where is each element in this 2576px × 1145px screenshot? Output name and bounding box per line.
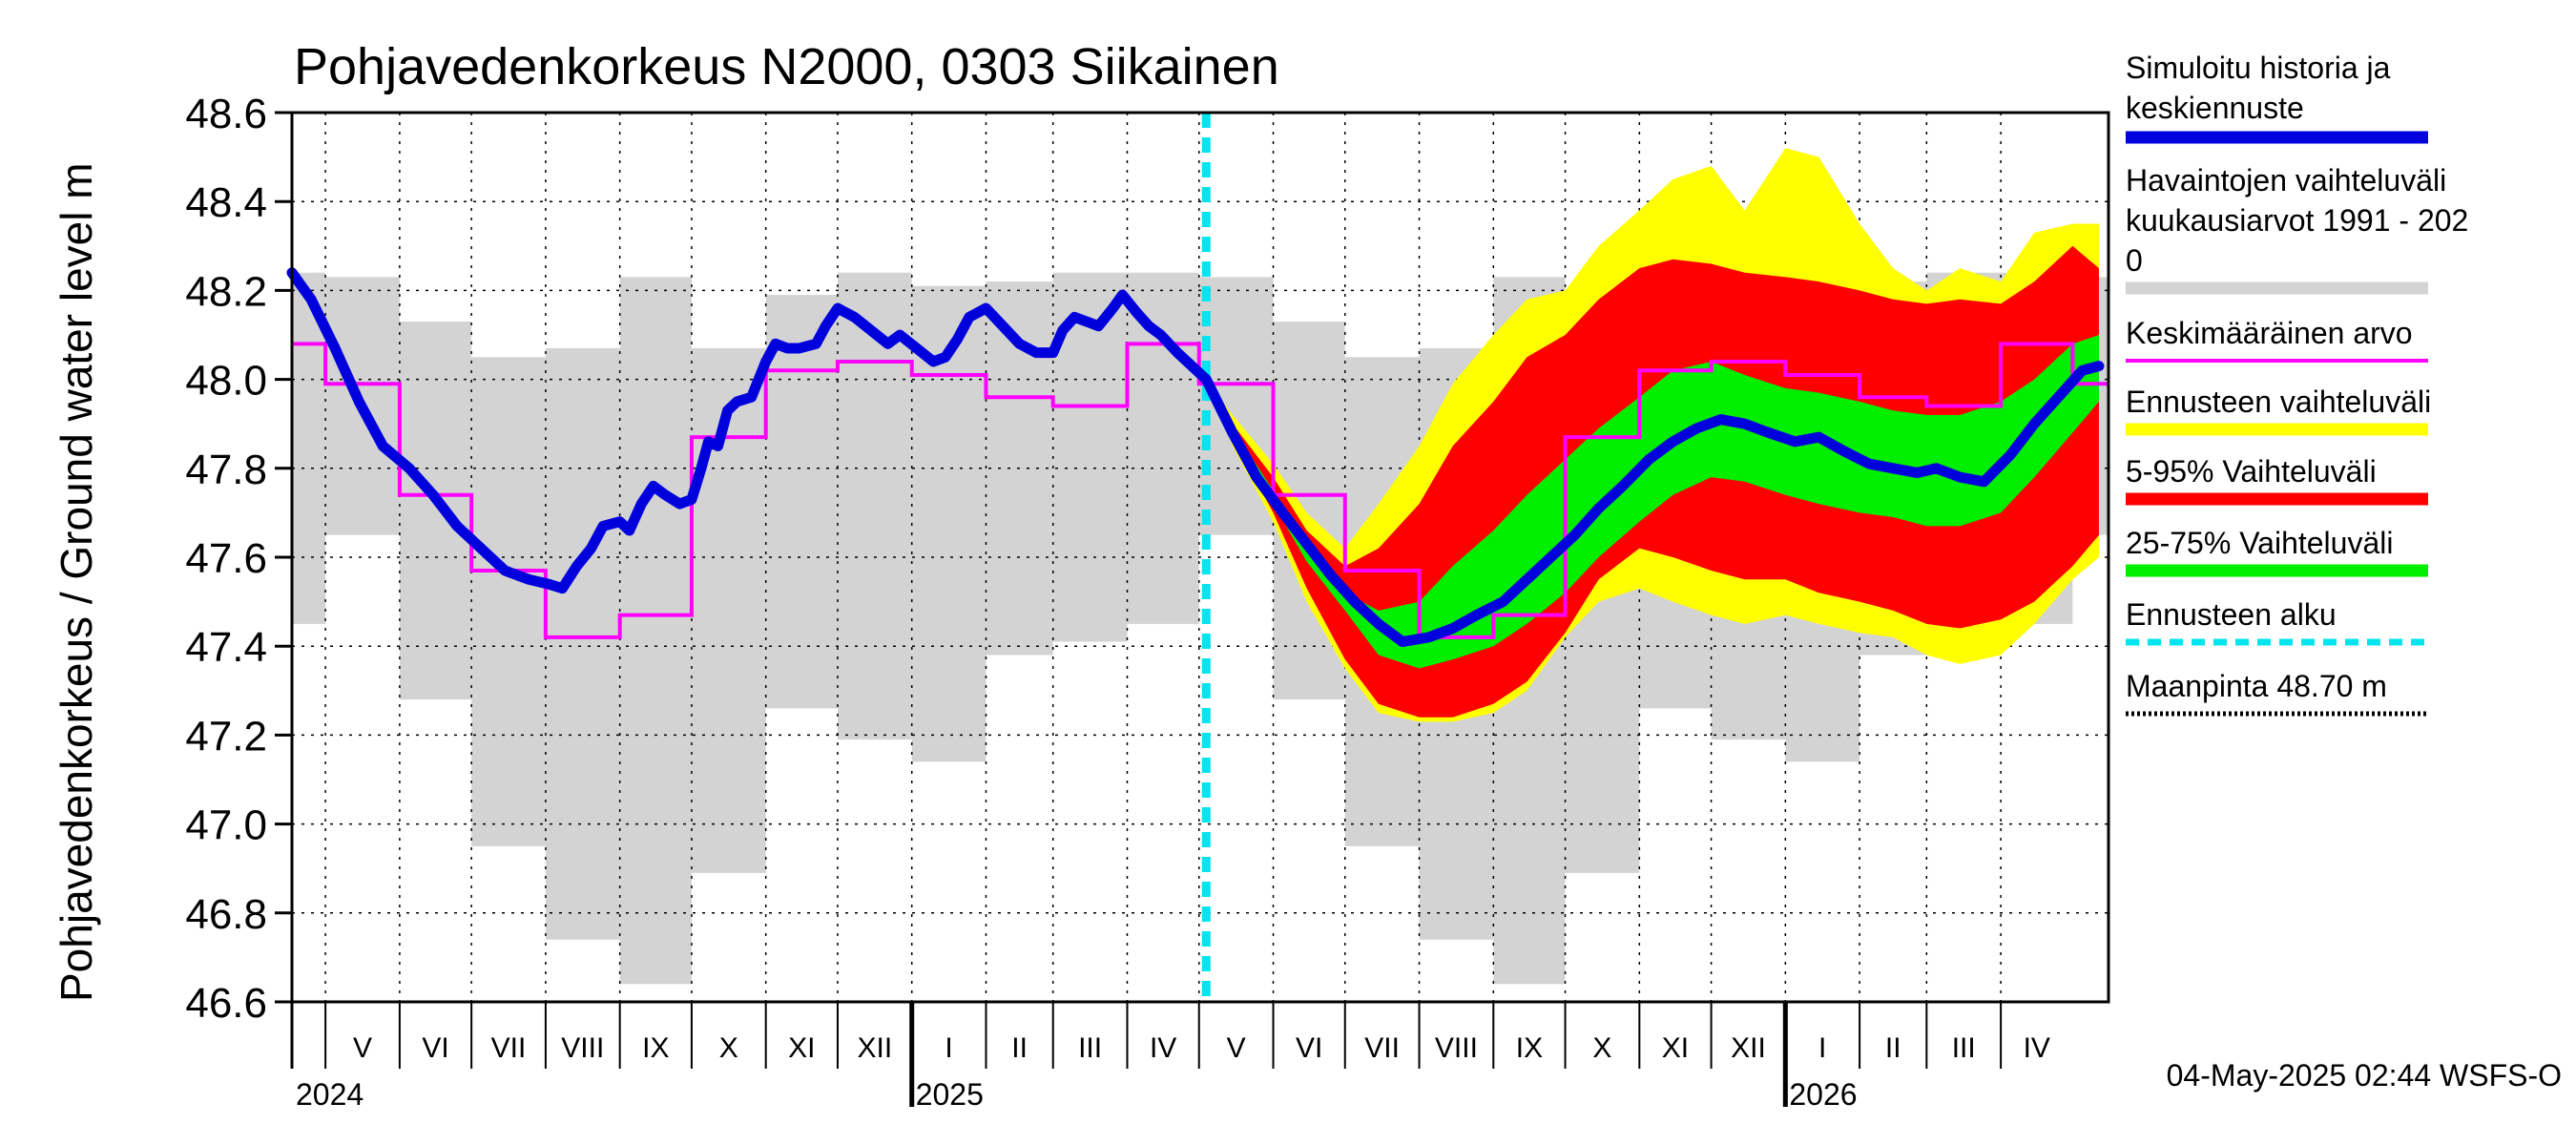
observed-range-bar — [292, 272, 326, 624]
observed-range-bar — [911, 285, 987, 762]
x-year-label: 2024 — [296, 1077, 364, 1112]
legend-label: Keskimääräinen arvo — [2126, 316, 2413, 350]
observed-range-bar — [619, 277, 692, 985]
observed-range-bar — [399, 322, 472, 700]
observed-range-bar — [837, 272, 912, 740]
x-month-label: II — [1011, 1032, 1028, 1064]
observed-range-bar — [471, 357, 546, 846]
x-month-label: II — [1885, 1032, 1901, 1064]
x-month-label: VII — [491, 1032, 527, 1064]
y-tick-label: 47.2 — [185, 713, 267, 760]
x-month-label: I — [945, 1032, 952, 1064]
x-month-label: X — [1592, 1032, 1611, 1064]
forecast-band-25-75 — [1206, 335, 2099, 669]
legend: Simuloitu historia ja keskiennuste Havaint… — [2126, 51, 2468, 717]
legend-label: kuukausiarvot 1991 - 202 — [2126, 203, 2468, 238]
x-month-label: VI — [422, 1032, 448, 1064]
observed-range-bar — [765, 295, 838, 709]
x-month-label: VI — [1296, 1032, 1322, 1064]
timestamp-label: 04-May-2025 02:44 WSFS-O — [2167, 1058, 2562, 1093]
y-tick-label: 47.0 — [185, 802, 267, 849]
x-month-label: V — [1227, 1032, 1246, 1064]
x-month-label: IX — [1516, 1032, 1543, 1064]
legend-label: 0 — [2126, 243, 2143, 278]
x-month-label: XII — [1731, 1032, 1766, 1064]
x-month-label: XI — [1662, 1032, 1689, 1064]
chart-title: Pohjavedenkorkeus N2000, 0303 Siikainen — [294, 38, 1279, 95]
y-tick-label: 47.6 — [185, 535, 267, 582]
legend-label: Maanpinta 48.70 m — [2126, 669, 2387, 703]
legend-label: Ennusteen alku — [2126, 597, 2337, 632]
x-month-label: IX — [642, 1032, 669, 1064]
legend-label: Ennusteen vaihteluväli — [2126, 385, 2431, 419]
x-month-label: III — [1078, 1032, 1102, 1064]
x-month-label: III — [1952, 1032, 1976, 1064]
x-month-label: IV — [1150, 1032, 1176, 1064]
y-tick-label: 47.4 — [185, 624, 267, 671]
x-year-label: 2026 — [1789, 1077, 1857, 1112]
x-year-label: 2025 — [916, 1077, 984, 1112]
y-tick-label: 48.2 — [185, 268, 267, 315]
legend-label: Havaintojen vaihteluväli — [2126, 163, 2446, 198]
y-tick-label: 48.4 — [185, 179, 267, 226]
x-month-label: XII — [857, 1032, 892, 1064]
series-line-simulated — [286, 267, 2105, 648]
x-month-label: I — [1818, 1032, 1826, 1064]
legend-label: 5-95% Vaihteluväli — [2126, 454, 2377, 489]
x-month-label: XI — [788, 1032, 815, 1064]
y-tick-label: 48.0 — [185, 358, 267, 405]
x-month-label: VII — [1364, 1032, 1400, 1064]
x-month-label: X — [719, 1032, 738, 1064]
legend-label: Simuloitu historia ja — [2126, 51, 2391, 85]
x-month-label: VIII — [561, 1032, 604, 1064]
x-month-label: V — [353, 1032, 372, 1064]
x-month-label: VIII — [1435, 1032, 1478, 1064]
y-tick-label: 48.6 — [185, 91, 267, 137]
x-month-label: IV — [2024, 1032, 2050, 1064]
observed-range-bar — [691, 347, 766, 873]
plot-area: 46.6 46.8 47.0 47.2 47.4 47.6 47.8 48.0 48.2 48.4… — [185, 91, 2110, 1112]
y-tick-label: 46.6 — [185, 980, 267, 1027]
legend-label: keskiennuste — [2126, 91, 2304, 125]
y-tick-label: 46.8 — [185, 891, 267, 938]
legend-label: 25-75% Vaihteluväli — [2126, 526, 2393, 560]
mean-line — [292, 342, 2109, 639]
observed-range-bar — [545, 347, 620, 940]
observed-range-bar — [1127, 272, 1199, 624]
y-tick-label: 47.8 — [185, 447, 267, 493]
y-axis-label: Pohjavedenkorkeus / Ground water level m — [52, 162, 101, 1002]
